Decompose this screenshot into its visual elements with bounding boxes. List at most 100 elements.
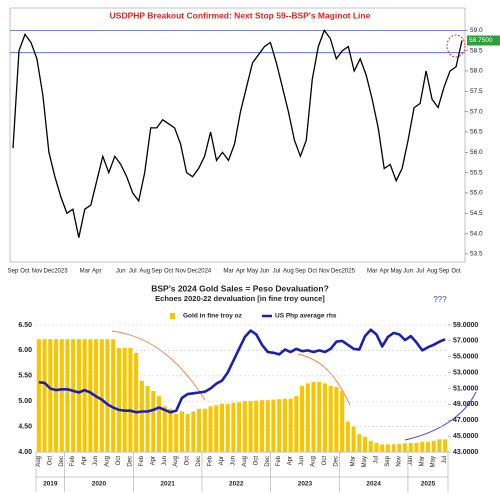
bar [322,383,328,452]
bar [443,439,448,452]
bar [145,385,150,452]
x-tick-label: Apr [380,269,389,275]
bar [116,347,122,452]
y-tick-label: 5.50 [18,373,32,380]
y2-tick-label: 57.0000 [453,338,478,345]
legend-swatch [170,313,175,319]
bar [59,339,64,452]
bar [271,399,276,452]
x-tick-label: Oct [308,269,318,275]
bar [65,339,70,452]
y-tick-label: 58.0 [470,68,483,75]
y2-tick-label: 49.0000 [453,401,478,408]
trend-curve [111,330,206,401]
x-tick-label: Apr [150,456,156,465]
bar [277,399,282,452]
x-tick-label: 2025 [342,269,356,275]
x-tick-label: Jun [162,456,168,466]
value-label: 58.7500 [469,37,493,44]
x-tick-label: Jul [373,456,379,464]
bar [134,352,139,452]
x-tick-label: Apr [82,456,88,465]
bar [408,442,413,452]
chart-subtitle: Echoes 2020-22 devaluation [in fine troy… [155,294,325,303]
x-tick-label: Aug [173,456,179,467]
x-tick-label: Oct [451,269,461,275]
year-label: 2019 [43,481,58,488]
year-label: 2021 [160,481,175,488]
bar [111,339,116,452]
x-tick-label: Nov [32,269,43,275]
x-tick-label: Mar [367,269,377,275]
y2-tick-label: 51.0000 [453,385,478,392]
bar [53,339,59,452]
bar [174,413,179,452]
year-label: 2022 [229,481,244,488]
trend-curve [297,353,351,406]
x-tick-label: Dec [59,456,65,467]
bar [76,339,81,452]
bar [385,444,390,452]
chart-title: USDPHP Breakout Confirmed: Next Stop 59-… [110,10,371,20]
y2-tick-label: 47.0000 [453,417,478,424]
bar [48,339,53,452]
year-label: 2023 [298,481,313,488]
bar [420,441,425,452]
top-frame [9,7,466,263]
annotation: ??? [433,295,447,304]
x-tick-label: Oct [47,456,53,466]
bar [179,411,184,452]
bar [391,444,396,452]
bar [185,413,190,452]
x-tick-label: Jun [403,269,413,275]
y-tick-label: 54.5 [470,210,483,217]
bar [300,385,305,452]
x-tick-label: Dec [127,456,133,467]
x-tick-label: Feb [208,455,214,466]
y-tick-label: 57.0 [470,108,483,115]
bar [328,385,333,452]
y-tick-label: 56.0 [470,149,483,156]
x-tick-label: May [362,456,368,467]
y-tick-label: 57.5 [470,88,483,95]
bar [208,406,213,452]
x-tick-label: Aug [105,456,111,467]
x-tick-label: Dec [331,269,342,275]
bar [345,421,350,452]
value-label-box [467,35,500,46]
bar [265,400,270,452]
x-tick-label: May [247,269,258,275]
bar [248,401,253,452]
y2-tick-label: 43.0000 [453,449,478,456]
x-tick-label: Jun [93,456,99,466]
x-tick-label: Nov [396,456,402,467]
x-tick-label: Dec [187,269,198,275]
bar [139,380,144,452]
bar [128,347,133,452]
bar [82,339,87,452]
x-tick-label: Jun [299,456,305,466]
x-tick-label: Apr [288,456,294,465]
x-tick-label: Aug [427,269,438,275]
x-tick-label: Aug [242,456,248,467]
bar [231,402,236,452]
bar [368,440,373,452]
x-tick-label: Mar [80,269,90,275]
highlight-circle [446,34,466,58]
bar [214,405,219,452]
bar [191,411,196,452]
x-tick-label: Jul [129,269,137,275]
x-tick-label: 2023 [54,269,68,275]
x-tick-label: Sep [151,269,162,275]
x-tick-label: Feb [139,455,145,466]
x-tick-label: Oct [20,269,30,275]
x-tick-label: Jul [273,269,281,275]
chart-title: BSP's 2024 Gold Sales = Peso Devaluation… [151,283,329,293]
bar [362,436,368,452]
bar [242,401,247,452]
x-tick-label: Dec [196,456,202,467]
x-tick-label: Jan [408,456,414,466]
bar [151,391,156,452]
x-tick-label: May [390,269,401,275]
